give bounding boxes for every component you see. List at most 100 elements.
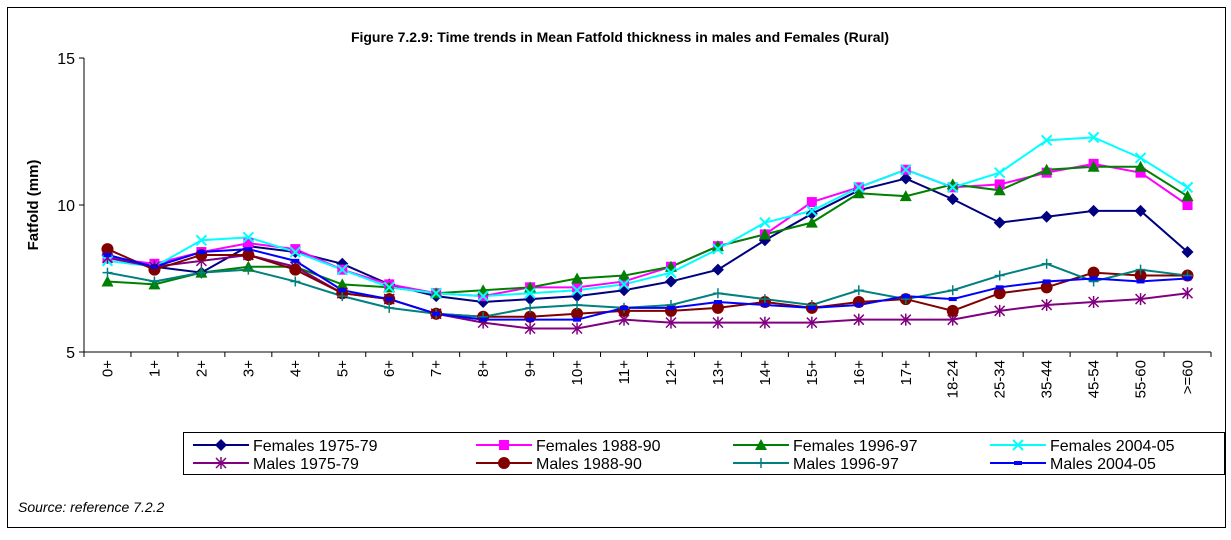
x-tick-label: 13+: [710, 360, 727, 386]
data-point: [432, 311, 441, 316]
data-point: [1136, 279, 1145, 284]
marker-shape: [852, 187, 865, 199]
data-point: [1181, 246, 1194, 259]
marker-shape: [666, 305, 675, 310]
marker-shape: [526, 317, 535, 322]
data-point: [852, 187, 865, 199]
marker-shape: [477, 290, 489, 302]
data-point: [853, 181, 865, 194]
marker-shape: [946, 178, 959, 190]
marker-shape: [149, 276, 160, 287]
marker-shape: [618, 278, 630, 291]
series-line: [107, 136, 1189, 298]
data-point: [806, 197, 817, 208]
marker-shape: [760, 302, 769, 307]
data-point: [289, 246, 302, 258]
data-point: [900, 313, 912, 326]
data-point: [805, 207, 818, 220]
data-point: [243, 264, 254, 275]
marker-shape: [759, 216, 771, 229]
marker-shape: [430, 287, 442, 299]
marker-shape: [620, 305, 629, 310]
data-point: [571, 307, 584, 320]
marker-shape: [215, 439, 227, 451]
data-point: [620, 305, 629, 310]
data-point: [947, 285, 958, 296]
marker-shape: [1134, 269, 1147, 282]
data-point: [711, 240, 724, 252]
marker-shape: [479, 317, 488, 322]
marker-shape: [571, 284, 583, 296]
x-tick-label: 5+: [334, 360, 351, 377]
y-tick-label: 10: [57, 198, 75, 215]
data-point: [289, 263, 302, 276]
data-point: [805, 216, 818, 228]
marker-shape: [1087, 160, 1100, 172]
marker-shape: [571, 322, 583, 335]
legend-marker: [215, 457, 227, 469]
data-point: [291, 258, 300, 263]
marker-shape: [1181, 246, 1194, 259]
marker-shape: [1014, 461, 1022, 465]
marker-shape: [572, 282, 583, 293]
legend-marker: [215, 439, 227, 451]
marker-shape: [385, 297, 394, 302]
data-point: [994, 270, 1005, 281]
marker-shape: [665, 316, 677, 329]
marker-shape: [948, 297, 957, 302]
marker-shape: [336, 263, 348, 276]
marker-shape: [711, 301, 724, 314]
data-point: [196, 267, 207, 278]
data-point: [993, 184, 1006, 196]
marker-shape: [994, 304, 1006, 317]
marker-shape: [806, 205, 818, 217]
data-point: [995, 285, 1004, 290]
marker-shape: [759, 316, 771, 329]
x-tick-label: 4+: [287, 360, 304, 377]
data-point: [338, 288, 347, 293]
data-point: [618, 269, 631, 281]
legend-marker: [499, 440, 509, 450]
series-line: [107, 162, 1189, 298]
data-point: [1135, 264, 1146, 275]
marker-shape: [101, 275, 114, 287]
marker-shape: [1040, 163, 1053, 175]
marker-shape: [900, 313, 912, 326]
data-point: [1088, 296, 1100, 309]
data-point: [711, 301, 724, 314]
data-point: [1087, 266, 1100, 279]
x-tick-label: 8+: [475, 360, 492, 377]
marker-shape: [384, 302, 395, 313]
marker-shape: [805, 216, 818, 228]
marker-shape: [383, 281, 395, 294]
marker-shape: [946, 304, 959, 317]
x-tick-label: 12+: [663, 360, 680, 386]
marker-shape: [711, 263, 724, 276]
marker-shape: [756, 458, 766, 468]
data-point: [242, 231, 255, 244]
data-point: [899, 172, 912, 185]
data-point: [806, 316, 818, 329]
marker-shape: [289, 246, 302, 258]
marker-shape: [1087, 131, 1100, 144]
marker-shape: [993, 216, 1006, 229]
data-point: [1087, 160, 1100, 172]
data-point: [524, 287, 536, 299]
data-point: [149, 276, 160, 287]
marker-shape: [1041, 258, 1052, 269]
marker-shape: [573, 317, 582, 322]
data-point: [1041, 258, 1052, 269]
marker-shape: [290, 244, 301, 255]
data-point: [571, 284, 583, 296]
marker-shape: [993, 184, 1006, 196]
data-point: [853, 313, 865, 326]
data-point: [290, 276, 301, 287]
source-note: Source: reference 7.2.2: [18, 499, 165, 515]
marker-shape: [994, 270, 1005, 281]
data-point: [1181, 181, 1194, 194]
x-tick-label: >=60: [1180, 360, 1197, 394]
data-point: [337, 291, 348, 302]
data-point: [290, 244, 301, 255]
data-point: [994, 304, 1006, 317]
data-point: [993, 166, 1006, 179]
